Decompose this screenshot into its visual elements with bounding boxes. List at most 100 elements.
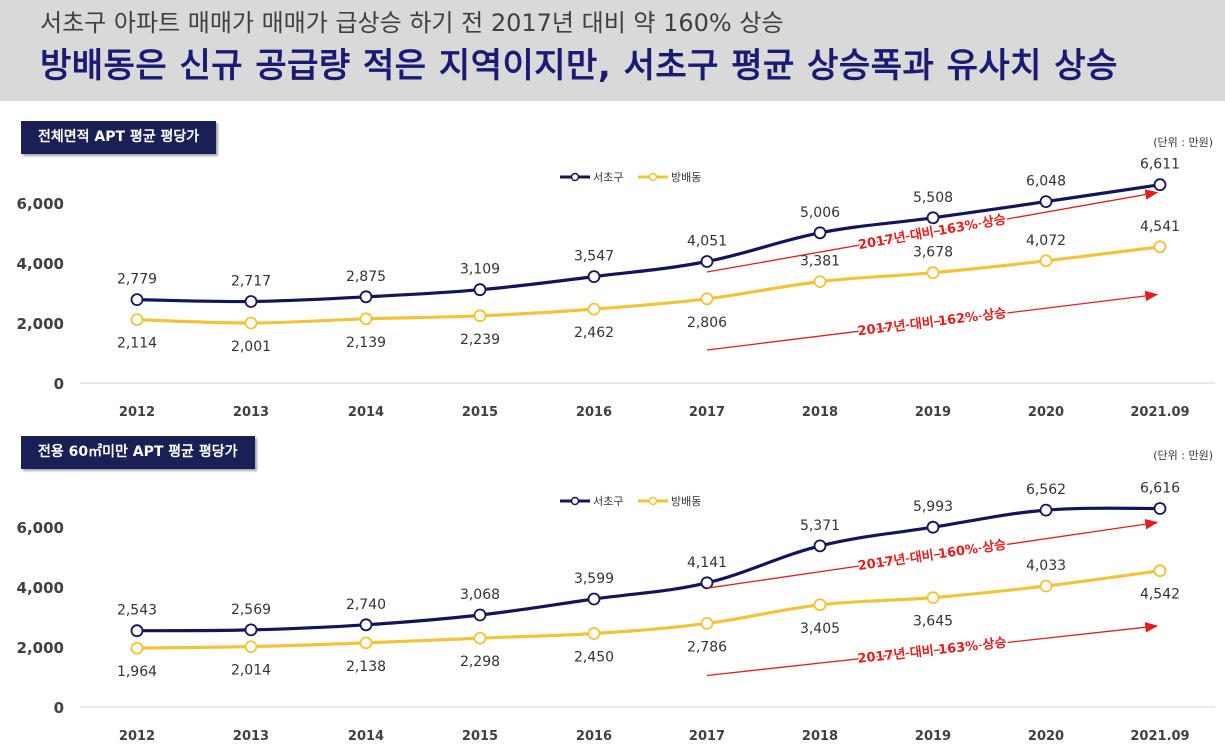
growth-annotation: 2017년 대비 162% 상승	[857, 306, 1007, 339]
data-point	[1153, 502, 1167, 515]
data-point	[700, 616, 714, 630]
y-tick-label: 4,000	[17, 255, 64, 273]
data-label: 2,806	[687, 315, 727, 331]
legend-label: 방배동	[671, 171, 701, 184]
data-point	[244, 316, 258, 330]
data-point	[1039, 195, 1053, 208]
data-point	[1039, 254, 1053, 268]
series-line-seocho	[135, 183, 1162, 304]
growth-arrow	[706, 519, 1159, 589]
data-point	[813, 226, 827, 240]
data-label: 2,875	[346, 269, 386, 285]
data-point	[473, 309, 487, 323]
growth-arrow	[706, 189, 1159, 273]
data-point	[926, 266, 940, 280]
data-label: 3,678	[913, 245, 953, 261]
data-point	[359, 290, 373, 304]
data-label: 5,371	[800, 518, 840, 534]
data-label: 6,562	[1026, 482, 1066, 498]
data-point	[1153, 240, 1167, 254]
x-tick-label: 2018	[802, 729, 838, 744]
data-label: 2,450	[574, 650, 614, 666]
data-label: 5,508	[913, 190, 953, 206]
x-tick-label: 2013	[233, 405, 269, 420]
series-line-seocho	[135, 506, 1162, 633]
data-point	[926, 211, 940, 225]
legend-swatch-marker	[648, 496, 658, 506]
y-tick-label: 6,000	[17, 195, 64, 213]
data-point	[130, 293, 144, 307]
legend-swatch-marker	[648, 172, 658, 182]
data-label: 2,779	[117, 272, 157, 288]
y-tick-label: 2,000	[17, 315, 64, 333]
data-label: 2,543	[117, 603, 157, 619]
legend-swatch-marker	[570, 496, 580, 506]
x-tick-label: 2012	[119, 729, 155, 744]
data-point	[926, 591, 940, 604]
data-point	[130, 641, 144, 655]
x-tick-label: 2016	[576, 729, 612, 744]
data-point	[700, 292, 714, 306]
data-point	[1039, 503, 1053, 517]
data-label: 2,114	[117, 336, 157, 352]
x-tick-label: 2013	[233, 729, 269, 744]
data-label: 4,033	[1026, 558, 1066, 574]
data-label: 5,006	[800, 205, 840, 221]
growth-annotation: 2017년 대비 160% 상승	[857, 538, 1007, 574]
chart1-line-chart: 0 2,000 4,000 6,000 2012 2013 2014 2015 2016 2017…	[17, 157, 1215, 420]
page-title: 방배동은 신규 공급량 적은 지역이지만, 서초구 평균 상승폭과 유사치 상승	[40, 46, 1118, 86]
x-tick-label: 2015	[462, 405, 498, 420]
data-point	[813, 539, 827, 553]
chart1-unit: (단위 : 만원)	[1153, 136, 1213, 149]
data-label: 3,381	[800, 254, 840, 270]
data-label: 4,141	[687, 555, 727, 571]
data-label: 3,405	[800, 621, 840, 637]
data-point	[700, 576, 714, 590]
data-point	[359, 618, 373, 632]
growth-annotation: 2017년 대비 163% 상승	[857, 636, 1008, 667]
data-label: 2,139	[346, 335, 386, 351]
data-label: 2,717	[231, 274, 271, 290]
series-line-bangbae	[135, 569, 1162, 650]
x-tick-label: 2019	[915, 405, 951, 420]
data-label: 6,616	[1140, 481, 1180, 497]
data-point	[1039, 579, 1053, 593]
data-label: 3,068	[460, 587, 500, 603]
data-label: 2,001	[231, 339, 271, 355]
data-point	[813, 275, 827, 289]
data-label: 2,786	[687, 639, 727, 655]
data-point	[130, 313, 144, 327]
x-tick-label: 2021.09	[1130, 729, 1189, 744]
data-label: 3,547	[574, 249, 614, 265]
x-tick-label: 2021.09	[1130, 405, 1189, 420]
data-label: 4,072	[1026, 233, 1066, 249]
data-label: 4,051	[687, 234, 727, 250]
data-point	[359, 636, 373, 650]
y-tick-label: 0	[54, 375, 64, 393]
x-tick-label: 2020	[1028, 729, 1064, 744]
growth-arrow	[706, 290, 1159, 351]
data-point	[926, 520, 940, 534]
x-tick-label: 2017	[689, 405, 725, 420]
y-tick-label: 6,000	[17, 519, 64, 537]
data-point	[244, 295, 258, 308]
data-label: 2,462	[574, 325, 614, 341]
data-label: 2,569	[231, 602, 271, 618]
data-point	[700, 255, 714, 268]
legend-label: 서초구	[593, 495, 623, 508]
data-point	[587, 627, 601, 640]
data-label: 2,740	[346, 597, 386, 613]
y-tick-label: 0	[54, 699, 64, 717]
chart2-title: 전용 60㎡미만 APT 평균 평당가	[21, 436, 255, 469]
x-tick-label: 2019	[915, 729, 951, 744]
x-tick-label: 2015	[462, 729, 498, 744]
data-label: 3,109	[460, 262, 500, 278]
data-label: 1,964	[117, 664, 157, 680]
data-point	[1153, 178, 1167, 192]
x-tick-label: 2014	[348, 729, 384, 744]
data-point	[587, 302, 601, 316]
data-point	[587, 592, 601, 606]
legend-label: 서초구	[593, 171, 623, 184]
data-point	[473, 608, 487, 622]
data-label: 6,611	[1140, 157, 1180, 173]
